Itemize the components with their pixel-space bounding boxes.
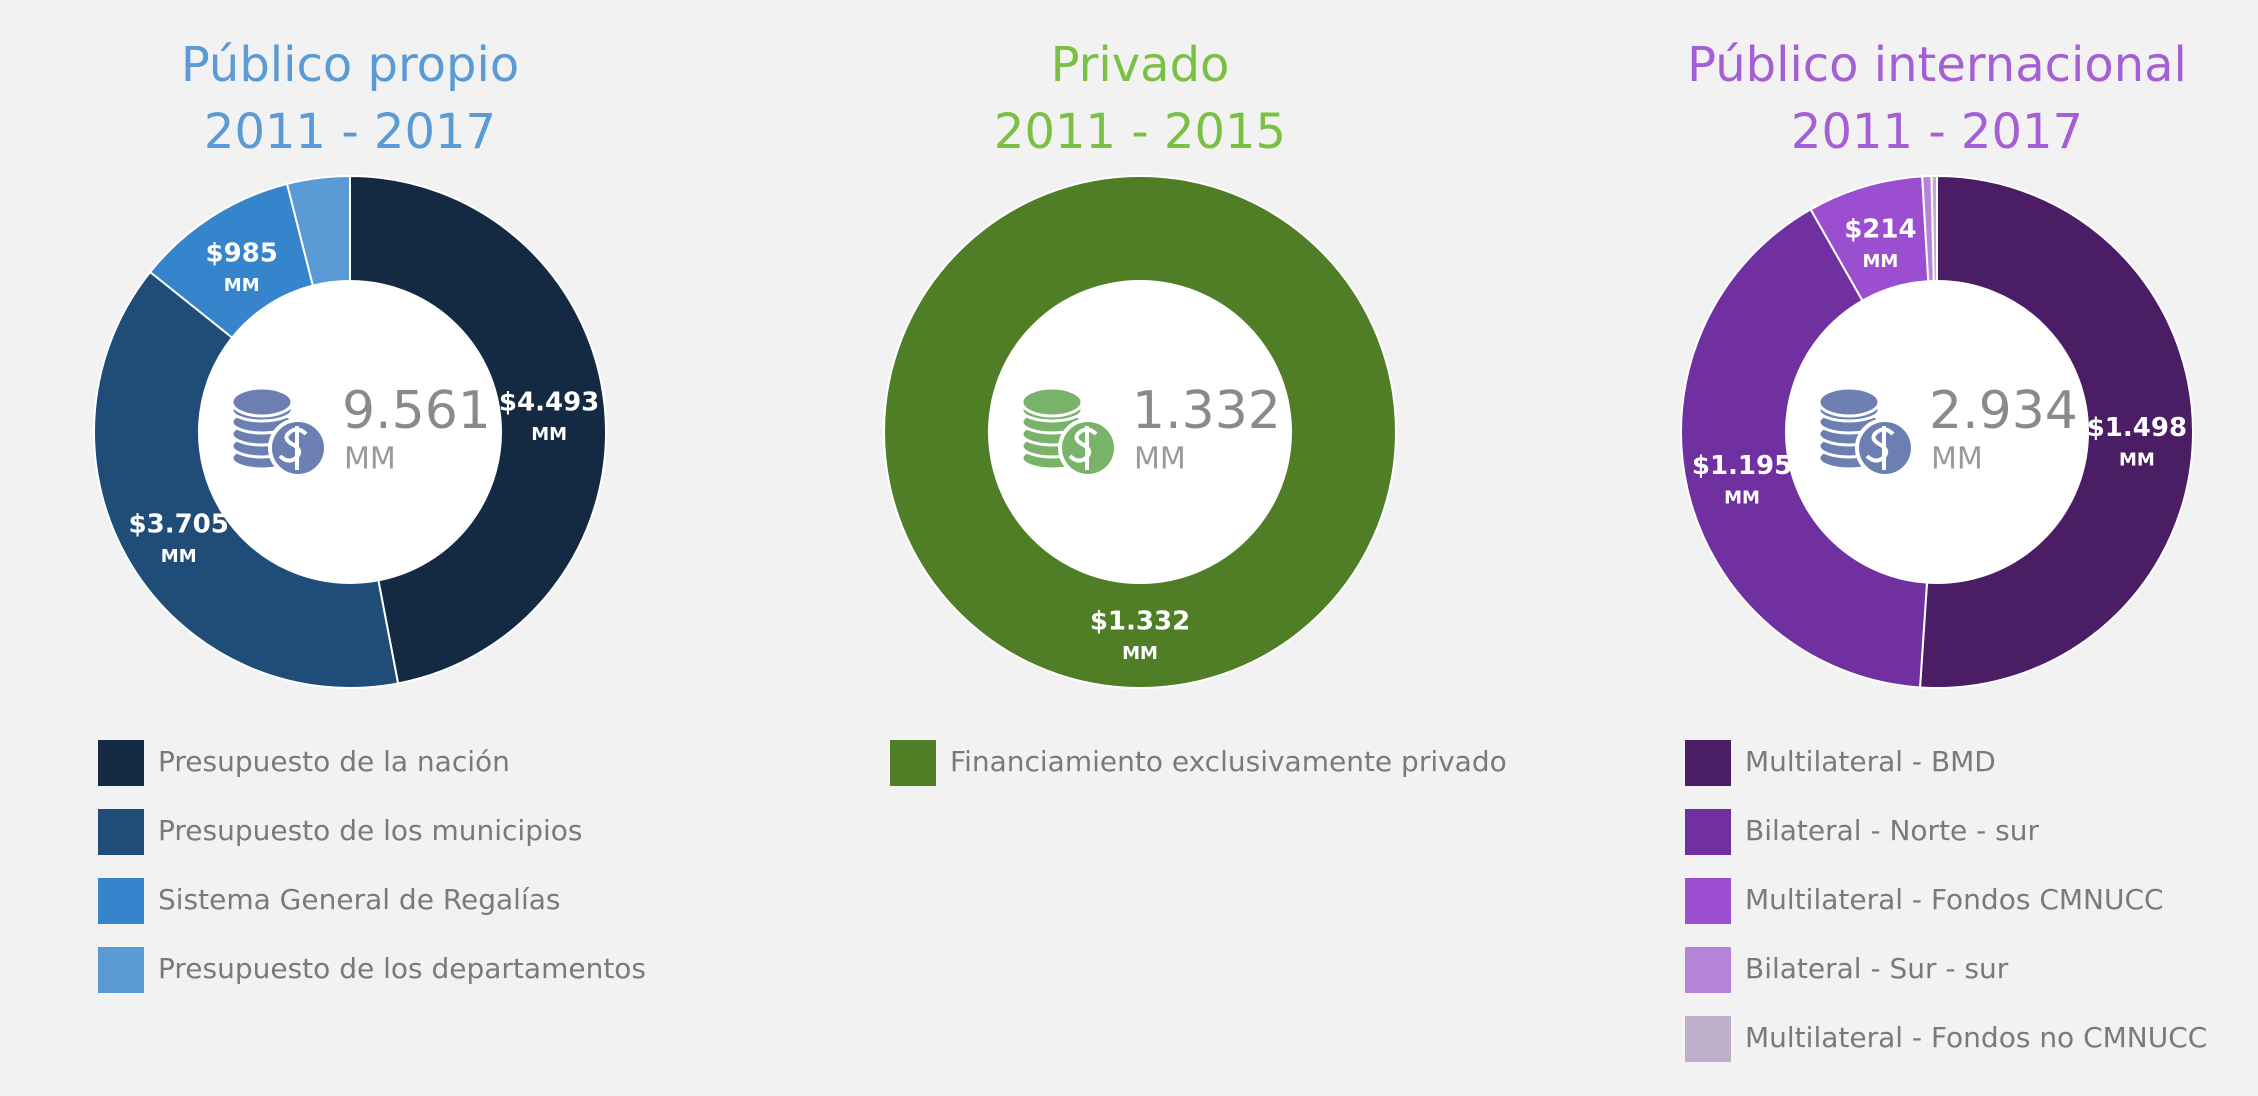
coin-icon — [1020, 386, 1118, 478]
data-label-unit: MM — [531, 424, 567, 445]
donut-slice — [1918, 174, 2194, 689]
legend-label: Bilateral - Sur - sur — [1745, 952, 2009, 985]
legend-label: Presupuesto de la nación — [158, 745, 510, 778]
legend-swatch — [1685, 809, 1731, 855]
donut-slice — [349, 174, 607, 685]
center-unit: MM — [1931, 442, 1983, 477]
data-label: $214 — [1844, 215, 1916, 245]
legend-swatch — [1685, 878, 1731, 924]
legend-label: Sistema General de Regalías — [158, 883, 561, 916]
chart-subtitle: 2011 - 2017 — [204, 104, 496, 160]
coin — [1817, 386, 1881, 418]
data-label: $1.195 — [1692, 451, 1792, 481]
donut-slice — [883, 174, 1397, 690]
legend-swatch — [98, 878, 144, 924]
coin — [230, 386, 294, 418]
donut-slice — [285, 174, 351, 287]
data-label-unit: MM — [2119, 450, 2155, 471]
legend-swatch — [1685, 740, 1731, 786]
legend-swatch — [98, 947, 144, 993]
legend-swatch — [98, 740, 144, 786]
donut-hole — [990, 282, 1290, 582]
legend-label: Presupuesto de los municipios — [158, 814, 582, 847]
legend-swatch — [98, 809, 144, 855]
center-unit: MM — [1134, 442, 1186, 477]
data-label-unit: MM — [161, 546, 197, 567]
data-label: $1.332 — [1090, 607, 1190, 637]
center-total: 9.561 — [342, 381, 491, 441]
coin-icon — [1817, 386, 1915, 478]
legend-swatch — [890, 740, 936, 786]
donut-slice — [93, 270, 400, 689]
chart-subtitle: 2011 - 2017 — [1791, 104, 2083, 160]
dollar-sign — [278, 426, 308, 470]
legend-label: Bilateral - Norte - sur — [1745, 814, 2040, 847]
dollar-sign — [1865, 426, 1895, 470]
donut-slice — [1680, 207, 1929, 689]
center-unit: MM — [344, 442, 396, 477]
legend-label: Financiamiento exclusivamente privado — [950, 745, 1507, 778]
legend-swatch — [1685, 1016, 1731, 1062]
legend-label: Multilateral - Fondos no CMNUCC — [1745, 1021, 2207, 1054]
legend-label: Multilateral - Fondos CMNUCC — [1745, 883, 2164, 916]
center-total: 2.934 — [1929, 381, 2078, 441]
data-label-unit: MM — [224, 275, 260, 296]
legend-swatch — [1685, 947, 1731, 993]
donut-hole — [1787, 282, 2087, 582]
data-label-unit: MM — [1862, 251, 1898, 272]
legend-label: Multilateral - BMD — [1745, 745, 1996, 778]
dollar-sign — [1068, 426, 1098, 470]
coin — [1020, 386, 1084, 418]
chart-title: Público propio — [181, 37, 519, 93]
chart-title: Privado — [1051, 37, 1230, 93]
center-total: 1.332 — [1132, 381, 1281, 441]
legend-label: Presupuesto de los departamentos — [158, 952, 646, 985]
data-label: $4.493 — [499, 388, 599, 418]
chart-subtitle: 2011 - 2015 — [994, 104, 1286, 160]
data-label: $3.705 — [129, 510, 229, 540]
donut-hole — [200, 282, 500, 582]
chart-title: Público internacional — [1687, 37, 2187, 93]
donut-slice — [1930, 174, 1938, 283]
data-label-unit: MM — [1122, 643, 1158, 664]
data-label-unit: MM — [1724, 488, 1760, 509]
coin-icon — [230, 386, 328, 478]
data-label: $1.498 — [2087, 413, 2187, 443]
data-label: $985 — [206, 238, 278, 268]
